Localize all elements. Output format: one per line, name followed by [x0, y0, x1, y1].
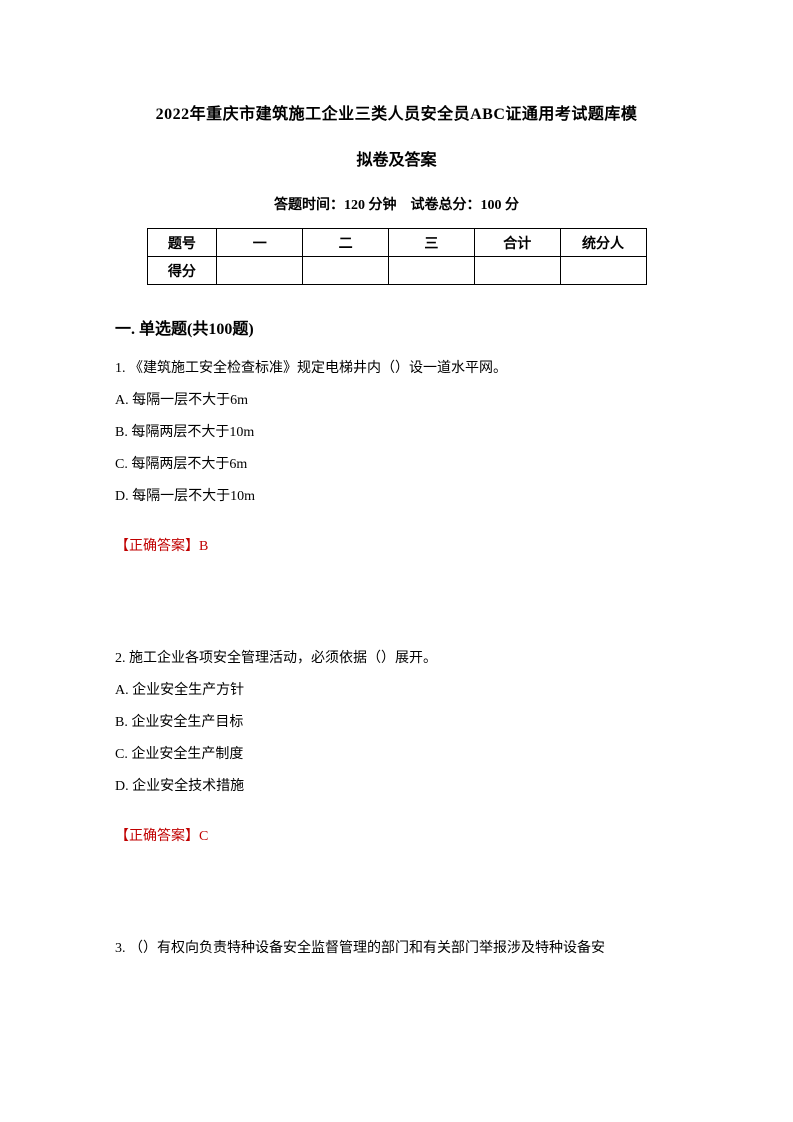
col-header: 一	[217, 229, 303, 257]
question-stem: 1. 《建筑施工安全检查标准》规定电梯井内（）设一道水平网。	[115, 355, 678, 383]
col-header: 合计	[474, 229, 560, 257]
option-label: B.	[115, 715, 128, 730]
option-label: C.	[115, 747, 128, 762]
option-text: 每隔一层不大于6m	[132, 393, 248, 408]
question-text-content: 施工企业各项安全管理活动，必须依据（）展开。	[129, 651, 437, 666]
option-text: 企业安全生产方针	[132, 683, 244, 698]
col-header: 三	[388, 229, 474, 257]
row1-label: 题号	[147, 229, 217, 257]
answer-block: 【正确答案】B	[115, 535, 678, 555]
question-block: 3. （）有权向负责特种设备安全监督管理的部门和有关部门举报涉及特种设备安	[115, 935, 678, 963]
question-stem: 3. （）有权向负责特种设备安全监督管理的部门和有关部门举报涉及特种设备安	[115, 935, 678, 963]
option-label: D.	[115, 489, 129, 504]
title-line-1: 2022年重庆市建筑施工企业三类人员安全员ABC证通用考试题库模	[115, 100, 678, 124]
question-block: 1. 《建筑施工安全检查标准》规定电梯井内（）设一道水平网。 A. 每隔一层不大…	[115, 355, 678, 555]
answer-label: 【正确答案】	[115, 829, 199, 844]
score-cell	[474, 257, 560, 285]
option: D. 企业安全技术措施	[115, 773, 678, 801]
question-number: 2.	[115, 651, 126, 666]
option: B. 企业安全生产目标	[115, 709, 678, 737]
question-block: 2. 施工企业各项安全管理活动，必须依据（）展开。 A. 企业安全生产方针 B.…	[115, 645, 678, 845]
question-text-content: （）有权向负责特种设备安全监督管理的部门和有关部门举报涉及特种设备安	[129, 941, 605, 956]
answer-value: C	[199, 829, 208, 844]
table-row: 得分	[147, 257, 646, 285]
question-number: 1.	[115, 361, 126, 376]
option-text: 企业安全生产目标	[131, 715, 243, 730]
option-label: A.	[115, 683, 129, 698]
option: A. 企业安全生产方针	[115, 677, 678, 705]
option-text: 每隔一层不大于10m	[132, 489, 255, 504]
option-label: B.	[115, 425, 128, 440]
score-cell	[560, 257, 646, 285]
table-row: 题号 一 二 三 合计 统分人	[147, 229, 646, 257]
option: A. 每隔一层不大于6m	[115, 387, 678, 415]
exam-info: 答题时间：120 分钟 试卷总分：100 分	[115, 194, 678, 214]
answer-label: 【正确答案】	[115, 539, 199, 554]
option-label: D.	[115, 779, 129, 794]
option-label: A.	[115, 393, 129, 408]
option-text: 每隔两层不大于10m	[131, 425, 254, 440]
option: B. 每隔两层不大于10m	[115, 419, 678, 447]
row2-label: 得分	[147, 257, 217, 285]
question-stem: 2. 施工企业各项安全管理活动，必须依据（）展开。	[115, 645, 678, 673]
title-line-2: 拟卷及答案	[115, 146, 678, 170]
option-text: 每隔两层不大于6m	[131, 457, 247, 472]
col-header: 统分人	[560, 229, 646, 257]
question-number: 3.	[115, 941, 126, 956]
section-title: 一. 单选题(共100题)	[115, 315, 678, 339]
option: D. 每隔一层不大于10m	[115, 483, 678, 511]
score-cell	[217, 257, 303, 285]
option-text: 企业安全生产制度	[131, 747, 243, 762]
option: C. 每隔两层不大于6m	[115, 451, 678, 479]
option: C. 企业安全生产制度	[115, 741, 678, 769]
score-table: 题号 一 二 三 合计 统分人 得分	[147, 228, 647, 285]
col-header: 二	[303, 229, 389, 257]
question-text-content: 《建筑施工安全检查标准》规定电梯井内（）设一道水平网。	[129, 361, 507, 376]
answer-block: 【正确答案】C	[115, 825, 678, 845]
answer-value: B	[199, 539, 208, 554]
score-cell	[388, 257, 474, 285]
score-cell	[303, 257, 389, 285]
option-label: C.	[115, 457, 128, 472]
option-text: 企业安全技术措施	[132, 779, 244, 794]
